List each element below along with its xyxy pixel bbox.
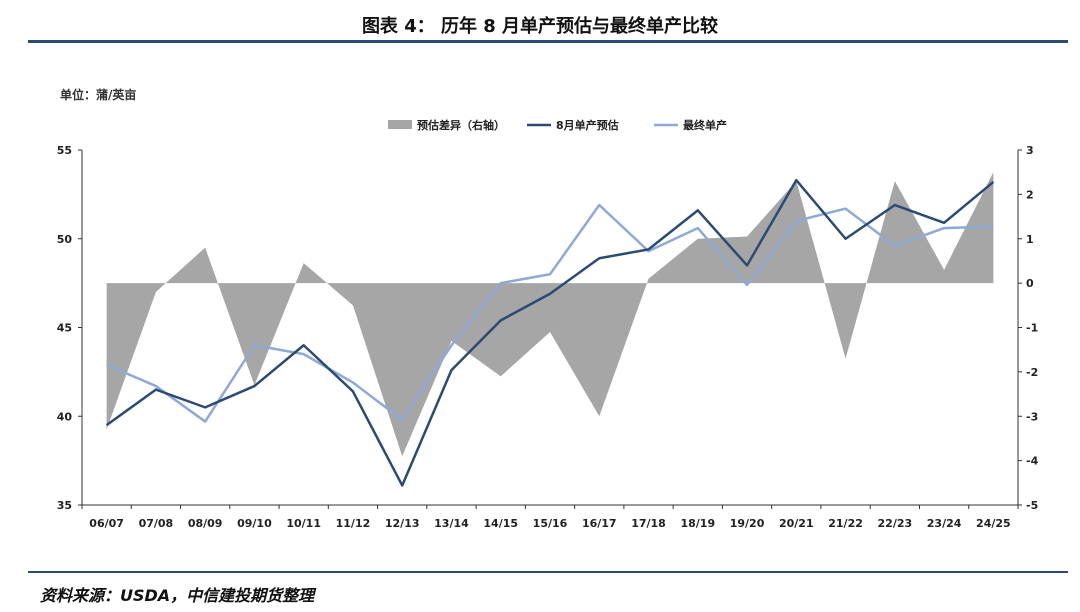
right-tick-label: 1 [1026,233,1034,246]
right-tick-label: -4 [1026,455,1039,468]
x-tick-label: 16/17 [582,517,617,530]
left-tick-label: 40 [57,410,73,423]
left-tick-label: 35 [57,499,72,512]
legend-label: 预估差异（右轴） [417,118,505,132]
top-divider [28,40,1068,43]
lines-layer [105,178,995,487]
legend: 预估差异（右轴） 8月单产预估 最终单产 [388,118,727,132]
legend-swatch-diff [388,120,412,129]
x-tick-label: 13/14 [434,517,469,530]
right-tick-label: 2 [1026,188,1034,201]
left-tick-label: 55 [57,144,72,157]
chart-area: 预估差异（右轴） 8月单产预估 最终单产 35 40 45 50 55 -5 -4 -3 -2 -1 0… [57,118,1039,530]
x-tick-label: 12/13 [385,517,420,530]
final-yield-line [106,203,994,423]
right-tick-label: -5 [1026,499,1038,512]
x-tick-label: 10/11 [286,517,321,530]
chart-title: 图表 4： 历年 8 月单产预估与最终单产比较 [361,16,719,37]
x-tick-label: 14/15 [483,517,518,530]
x-tick-label: 11/12 [336,517,371,530]
august-estimate-line [105,178,995,487]
x-tick-label: 15/16 [533,517,568,530]
x-tick-label: 17/18 [631,517,666,530]
right-tick-label: -2 [1026,366,1038,379]
diff-area [106,172,994,457]
right-tick-label: -1 [1026,322,1038,335]
x-tick-label: 23/24 [927,517,962,530]
x-tick-label: 09/10 [237,517,272,530]
bottom-divider [28,571,1068,573]
left-tick-label: 45 [57,322,72,335]
left-tick-label: 50 [57,233,73,246]
right-tick-label: -3 [1026,410,1038,423]
x-tick-label: 18/19 [680,517,715,530]
x-tick-label: 19/20 [730,517,765,530]
right-tick-label: 0 [1026,277,1034,290]
source-note: 资料来源：USDA，中信建投期货整理 [40,586,315,605]
legend-label: 最终单产 [683,118,727,132]
legend-label: 8月单产预估 [556,118,619,132]
unit-label: 单位：蒲/英亩 [60,88,137,102]
right-tick-label: 3 [1026,144,1034,157]
x-tick-label: 07/08 [139,517,174,530]
x-tick-label: 06/07 [89,517,124,530]
axes-layer: 35 40 45 50 55 -5 -4 -3 -2 -1 0 1 2 3 06/07 07/08 08/09 0… [57,144,1039,530]
x-tick-label: 08/09 [188,517,223,530]
x-tick-label: 22/23 [878,517,913,530]
diff-area-layer [106,172,994,457]
x-tick-label: 20/21 [779,517,814,530]
x-tick-label: 24/25 [976,517,1011,530]
x-tick-label: 21/22 [828,517,863,530]
